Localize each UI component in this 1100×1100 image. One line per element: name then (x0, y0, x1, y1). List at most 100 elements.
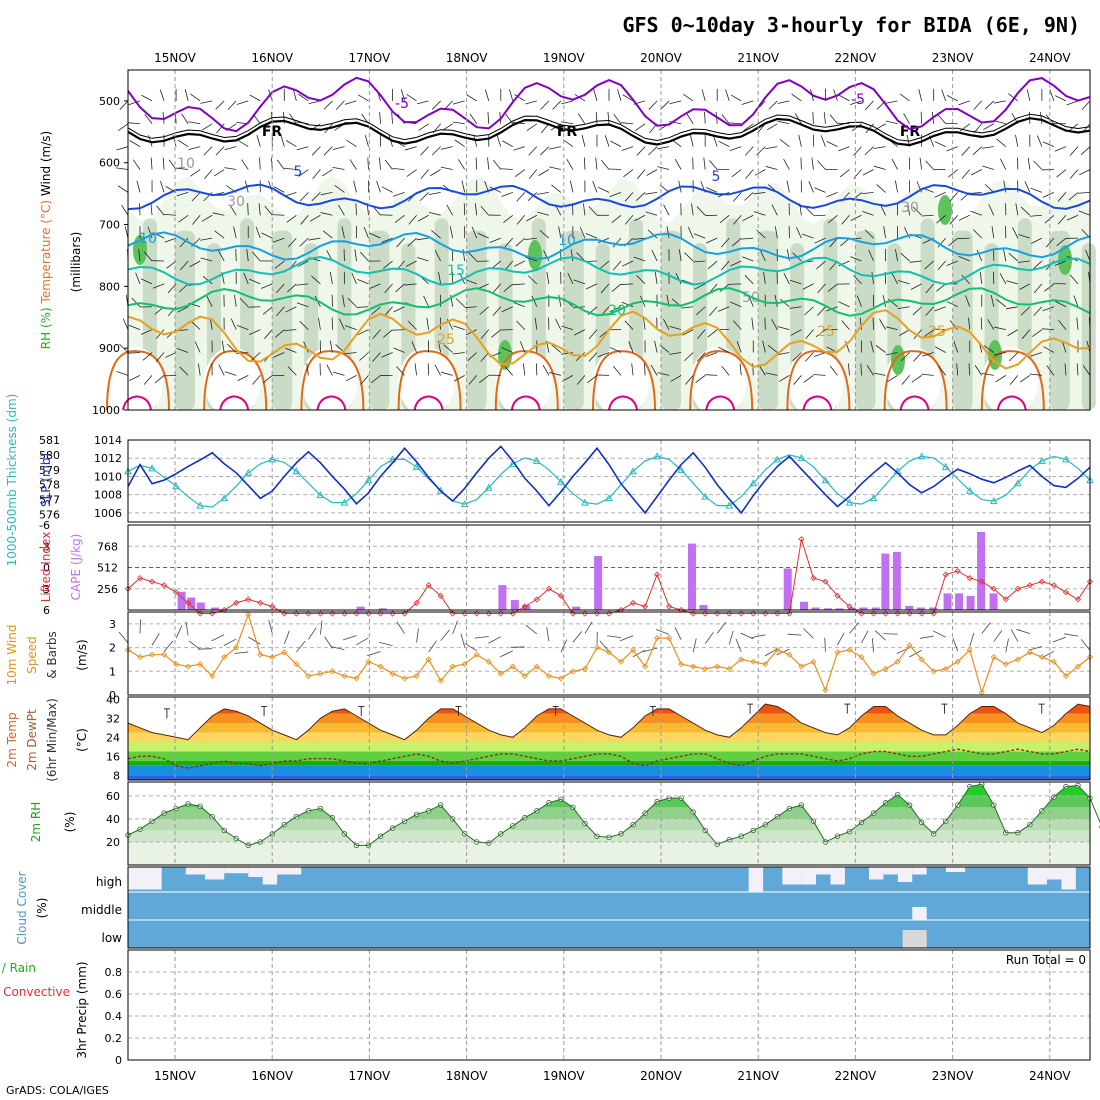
li-marker (473, 610, 480, 617)
wind-barb (292, 89, 297, 102)
cloud-level-label: low (102, 931, 123, 945)
wind-barb (162, 111, 165, 124)
wind-barb (165, 352, 177, 358)
wind-barb (621, 283, 634, 285)
li-marker (485, 610, 492, 617)
cape-bar (955, 593, 964, 610)
wind-barb (682, 329, 694, 336)
wind-barb (420, 169, 429, 179)
wind-barb (1080, 146, 1091, 156)
wind-barb (748, 295, 754, 307)
wind-barb (536, 192, 549, 195)
temp-band (128, 742, 1090, 752)
wind-barb (453, 325, 465, 331)
wind-barb (261, 232, 273, 239)
wind-barb (1031, 329, 1043, 338)
wind-barb (140, 278, 153, 285)
wind-barb (813, 374, 826, 376)
wind-barb (805, 352, 814, 362)
wind-barb (496, 135, 502, 147)
wind-barb (841, 320, 850, 330)
wind-barb (777, 120, 790, 125)
wind-barb (224, 167, 237, 170)
wind-barb (396, 366, 405, 376)
wind-barb (1000, 158, 1007, 170)
wind-barb-10m (464, 643, 477, 651)
wind-barb (452, 352, 465, 355)
date-label-bottom: 17NOV (349, 1069, 391, 1083)
wind-barb (817, 160, 826, 170)
wind-barb (897, 280, 910, 285)
wind-barb (1003, 249, 1007, 262)
wind-tick: 1 (109, 665, 116, 678)
wind-barb-10m (607, 635, 622, 638)
thickness-tick: 576 (39, 509, 60, 522)
wind-barb (338, 204, 345, 216)
isotherm-30-loop (203, 350, 268, 411)
dry-pocket (690, 347, 747, 418)
wind-barb-10m (546, 627, 550, 642)
wind-barb (633, 256, 646, 262)
li-marker (954, 567, 961, 575)
wind-barb-10m (223, 638, 237, 646)
wind-barb (405, 260, 417, 267)
wind-barb-10m (185, 621, 189, 636)
wind-barb (487, 157, 490, 170)
wind-barb (984, 183, 995, 193)
wind-marker (894, 658, 901, 665)
wind-barb (549, 146, 561, 150)
wind-barb (480, 329, 490, 339)
wind-barb (522, 363, 526, 376)
wind-marker (197, 661, 204, 668)
rh-moist-blob (891, 345, 905, 375)
wind-barb (347, 298, 357, 308)
li-marker (894, 610, 901, 617)
thickness-marker (364, 476, 373, 484)
wind-marker (678, 661, 685, 668)
wind-barb (604, 135, 610, 147)
precip-tick: 0 (115, 1054, 122, 1067)
chart-title: GFS 0~10day 3-hourly for BIDA (6E, 9N) (622, 13, 1080, 37)
wind-barb (853, 146, 862, 156)
wind-barb-10m (824, 637, 826, 652)
wind-barb (264, 205, 273, 216)
wind-barb (719, 214, 730, 224)
wind-barb (168, 159, 177, 170)
cape-bar (177, 591, 186, 610)
wind-barb (751, 317, 754, 330)
wind-barb (1019, 283, 1031, 291)
wind-barb (213, 169, 225, 177)
cape-bar (859, 607, 868, 610)
rh-panel: 60 40 20 2m RH (%) (29, 781, 1100, 865)
wind-barb (1030, 237, 1043, 244)
isotherm--5 (127, 76, 1091, 133)
wind-barb (298, 93, 309, 102)
wind-barb (416, 237, 429, 241)
li-marker (449, 610, 456, 617)
wind-barb (1042, 192, 1055, 198)
wind-barb (829, 114, 838, 125)
wind-barb (276, 159, 285, 170)
wind-barb (261, 283, 273, 289)
date-label-top: 16NOV (251, 51, 293, 65)
cape-bar (594, 556, 603, 610)
wind-barb (922, 352, 934, 357)
wind-barb (968, 317, 971, 330)
cloud-gap-high (816, 867, 831, 875)
wind-barb (570, 249, 574, 262)
wind-barb (224, 146, 237, 151)
wind-barb (681, 306, 694, 309)
wind-barb (203, 146, 213, 156)
wind-barb (621, 146, 634, 151)
wind-barb (790, 329, 802, 336)
temp-tick: 24 (106, 731, 120, 744)
wind-barb (201, 214, 213, 222)
wind-barb (636, 146, 646, 156)
wind-barb (1069, 146, 1079, 156)
li-tick: -3 (39, 540, 50, 553)
wind-barb (414, 363, 417, 376)
wind-barb (765, 166, 778, 170)
cape-li-panel: -6 -3 0 3 6 768 512 256 Lifted Index CAPE (J/kg) (39, 519, 1094, 617)
wind-barb (501, 192, 513, 197)
wind-barb (527, 192, 538, 201)
